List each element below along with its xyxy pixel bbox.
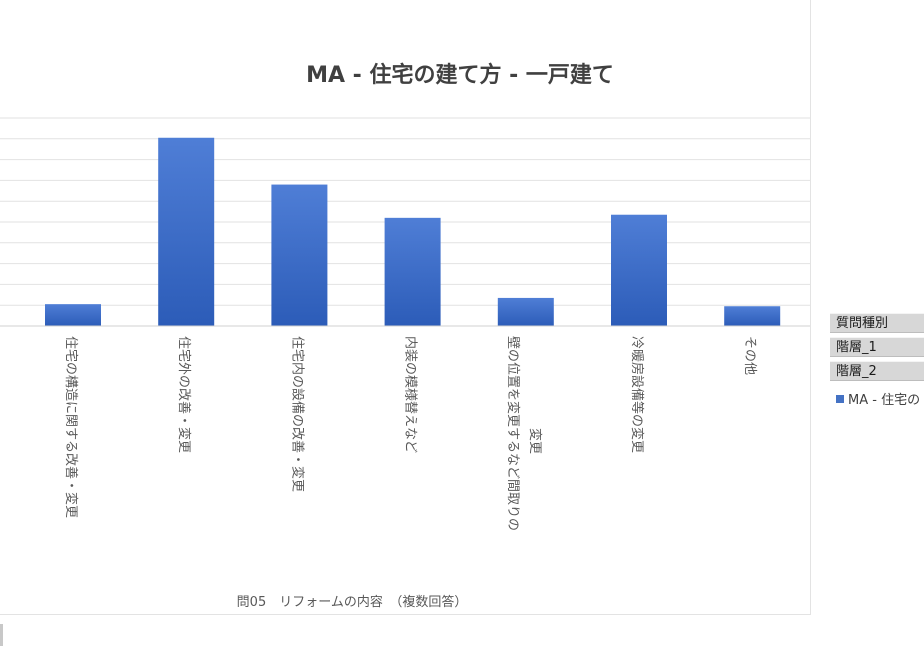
legend: MA - 住宅の [836, 389, 920, 408]
field-button-level-2[interactable]: 階層_2 [830, 361, 924, 381]
bar[interactable] [45, 304, 101, 326]
category-label: 住宅外の改善・変更 [176, 336, 192, 453]
chart-area: 住宅の構造に関する改善・変更 住宅外の改善・変更 住宅内の設備の改善・変更 内装の模様… [0, 0, 811, 615]
category-label: 住宅の構造に関する改善・変更 [63, 336, 79, 518]
x-axis-title: 問05 リフォームの内容 （複数回答） [237, 594, 468, 610]
category-label: 内装の模様替えなど [403, 336, 419, 453]
category-label: 冷暖房設備等の変更 [629, 336, 645, 453]
bar[interactable] [271, 184, 328, 326]
bar[interactable] [724, 306, 781, 326]
bar[interactable] [384, 217, 441, 326]
legend-swatch [836, 395, 844, 403]
bar[interactable] [158, 137, 215, 326]
category-label: 住宅内の設備の改善・変更 [289, 336, 305, 492]
category-label: 変更 [527, 428, 543, 454]
scrollbar-handle[interactable] [0, 624, 3, 646]
bar-chart: 住宅の構造に関する改善・変更 住宅外の改善・変更 住宅内の設備の改善・変更 内装の模様… [0, 62, 810, 610]
bar[interactable] [611, 214, 667, 326]
field-button-level-1[interactable]: 階層_1 [830, 337, 924, 357]
chart-title: MA - 住宅の建て方 - 一戸建て [306, 62, 614, 88]
field-button-question-type[interactable]: 質問種別 [830, 313, 924, 333]
bottom-strip [0, 615, 924, 660]
bars [45, 137, 781, 326]
category-label: 壁の位置を変更するなど間取りの [505, 336, 521, 531]
bar[interactable] [497, 297, 554, 326]
category-label: その他 [742, 336, 757, 375]
legend-label: MA - 住宅の [848, 393, 921, 408]
category-labels: 住宅の構造に関する改善・変更 住宅外の改善・変更 住宅内の設備の改善・変更 内装の模様… [63, 336, 757, 531]
